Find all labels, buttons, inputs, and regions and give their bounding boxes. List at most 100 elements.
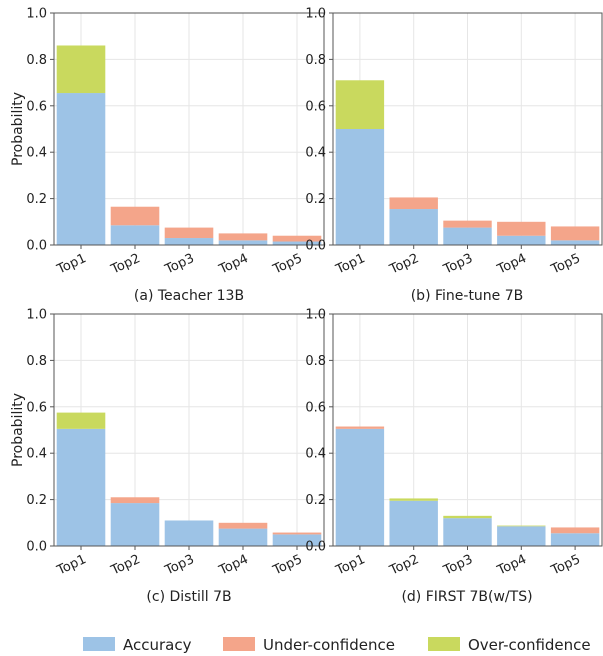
legend-swatch-accuracy bbox=[83, 637, 115, 651]
y-tick-label: 0.6 bbox=[26, 400, 47, 415]
x-tick-label: Top5 bbox=[548, 552, 583, 579]
bar-under-confidence-top4 bbox=[218, 233, 268, 241]
bar-accuracy-top5 bbox=[272, 534, 322, 546]
bar-accuracy-top5 bbox=[550, 533, 600, 546]
y-tick-label: 0.6 bbox=[26, 99, 47, 114]
bar-under-confidence-top5 bbox=[272, 235, 322, 242]
bar-accuracy-top2 bbox=[110, 503, 160, 546]
panel-caption: (d) FIRST 7B(w/TS) bbox=[401, 589, 532, 605]
x-tick-label: Top2 bbox=[387, 552, 422, 579]
bar-accuracy-top3 bbox=[164, 520, 214, 546]
panel-caption: (a) Teacher 13B bbox=[134, 288, 244, 304]
y-tick-label: 0.8 bbox=[26, 354, 47, 369]
bar-over-confidence-top1 bbox=[56, 45, 106, 94]
bar-accuracy-top1 bbox=[335, 129, 385, 245]
x-tick-label: Top1 bbox=[54, 552, 89, 579]
bar-accuracy-top1 bbox=[56, 428, 106, 546]
y-tick-label: 1.0 bbox=[305, 7, 326, 22]
bar-under-confidence-top2 bbox=[110, 206, 160, 226]
y-tick-label: 1.0 bbox=[26, 7, 47, 22]
panel-caption: (c) Distill 7B bbox=[146, 589, 231, 605]
bar-under-confidence-top5 bbox=[550, 527, 600, 534]
y-tick-label: 0.6 bbox=[305, 99, 326, 114]
y-tick-label: 1.0 bbox=[305, 308, 326, 323]
legend-label-over-confidence: Over-confidence bbox=[468, 636, 591, 654]
y-tick-label: 0.8 bbox=[26, 53, 47, 68]
bar-accuracy-top4 bbox=[497, 235, 546, 245]
y-tick-label: 0.6 bbox=[305, 400, 326, 415]
legend-swatch-over-confidence bbox=[428, 637, 460, 651]
bar-accuracy-top3 bbox=[443, 518, 492, 546]
bar-under-confidence-top5 bbox=[272, 532, 322, 535]
bar-accuracy-top2 bbox=[389, 500, 438, 546]
x-tick-label: Top4 bbox=[494, 552, 529, 579]
x-tick-label: Top4 bbox=[216, 552, 251, 579]
x-tick-label: Top3 bbox=[162, 552, 197, 579]
bar-accuracy-top1 bbox=[56, 93, 106, 245]
x-tick-label: Top4 bbox=[494, 251, 529, 278]
x-tick-label: Top2 bbox=[108, 251, 143, 278]
bar-under-confidence-top5 bbox=[550, 226, 600, 241]
bar-under-confidence-top3 bbox=[443, 220, 492, 228]
x-tick-label: Top1 bbox=[333, 251, 368, 278]
bar-under-confidence-top4 bbox=[218, 522, 268, 529]
bar-over-confidence-top2 bbox=[389, 498, 438, 501]
x-tick-label: Top3 bbox=[162, 251, 197, 278]
panel-caption: (b) Fine-tune 7B bbox=[411, 288, 524, 304]
x-tick-label: Top1 bbox=[333, 552, 368, 579]
x-tick-label: Top5 bbox=[548, 251, 583, 278]
y-tick-label: 0.0 bbox=[26, 540, 47, 555]
bar-accuracy-top4 bbox=[218, 528, 268, 546]
y-tick-label: 1.0 bbox=[26, 308, 47, 323]
y-tick-label: 0.8 bbox=[305, 53, 326, 68]
x-tick-label: Top1 bbox=[54, 251, 89, 278]
bar-accuracy-top4 bbox=[218, 240, 268, 245]
y-tick-label: 0.0 bbox=[305, 540, 326, 555]
y-tick-label: 0.2 bbox=[26, 192, 47, 207]
y-tick-label: 0.4 bbox=[305, 146, 326, 161]
panel-2: 0.0 0.2 0.4 0.6 0.8 1.0 Top1 Top2 Top3 Top4 Top5 (b… bbox=[305, 7, 603, 304]
x-tick-label: Top2 bbox=[387, 251, 422, 278]
bar-under-confidence-top4 bbox=[497, 221, 546, 236]
panel-1: 0.0 0.2 0.4 0.6 0.8 1.0 Top1 Top2 Top3 Top4 Top5 Pr… bbox=[10, 7, 325, 304]
bar-accuracy-top4 bbox=[497, 526, 546, 546]
legend-label-accuracy: Accuracy bbox=[123, 636, 192, 654]
x-tick-label: Top2 bbox=[108, 552, 143, 579]
y-tick-label: 0.8 bbox=[305, 354, 326, 369]
bar-under-confidence-top2 bbox=[389, 197, 438, 210]
y-axis-label: Probability bbox=[10, 92, 26, 166]
y-tick-label: 0.2 bbox=[305, 493, 326, 508]
x-tick-label: Top3 bbox=[441, 552, 476, 579]
x-tick-label: Top3 bbox=[441, 251, 476, 278]
legend-swatch-under-confidence bbox=[223, 637, 255, 651]
bar-accuracy-top3 bbox=[164, 238, 214, 245]
bar-accuracy-top1 bbox=[335, 428, 385, 546]
x-tick-label: Top5 bbox=[270, 251, 305, 278]
bar-under-confidence-top1 bbox=[335, 426, 385, 429]
bar-accuracy-top5 bbox=[272, 241, 322, 245]
chart-panels: 0.0 0.2 0.4 0.6 0.8 1.0 Top1 Top2 Top3 Top4 Top5 Pr… bbox=[10, 7, 603, 605]
bar-accuracy-top3 bbox=[443, 227, 492, 245]
bar-over-confidence-top1 bbox=[56, 412, 106, 429]
y-tick-label: 0.0 bbox=[26, 239, 47, 254]
legend-label-under-confidence: Under-confidence bbox=[263, 636, 395, 654]
bar-over-confidence-top4 bbox=[497, 525, 546, 527]
bar-accuracy-top5 bbox=[550, 240, 600, 245]
chart-legend: Accuracy Under-confidence Over-confidenc… bbox=[83, 636, 591, 654]
bar-accuracy-top2 bbox=[389, 209, 438, 245]
y-tick-label: 0.4 bbox=[305, 447, 326, 462]
y-tick-label: 0.2 bbox=[305, 192, 326, 207]
bar-over-confidence-top1 bbox=[335, 80, 385, 129]
bar-over-confidence-top3 bbox=[443, 515, 492, 519]
bar-under-confidence-top2 bbox=[110, 497, 160, 504]
bar-under-confidence-top3 bbox=[164, 227, 214, 239]
y-tick-label: 0.4 bbox=[26, 447, 47, 462]
bar-accuracy-top2 bbox=[110, 225, 160, 245]
panel-4: 0.0 0.2 0.4 0.6 0.8 1.0 Top1 Top2 Top3 Top4 Top5 (d… bbox=[305, 308, 603, 605]
y-tick-label: 0.0 bbox=[305, 239, 326, 254]
x-tick-label: Top5 bbox=[270, 552, 305, 579]
y-axis-label: Probability bbox=[10, 393, 26, 467]
x-tick-label: Top4 bbox=[216, 251, 251, 278]
panel-3: 0.0 0.2 0.4 0.6 0.8 1.0 Top1 Top2 Top3 Top4 Top5 Pr… bbox=[10, 308, 325, 605]
